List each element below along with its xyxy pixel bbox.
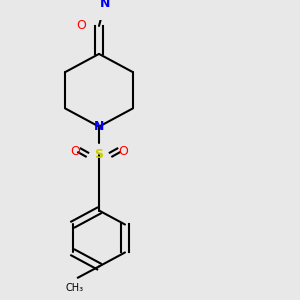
Text: N: N	[94, 120, 104, 133]
Text: O: O	[118, 145, 128, 158]
Text: O: O	[76, 20, 86, 32]
Text: O: O	[70, 145, 80, 158]
Text: N: N	[100, 0, 110, 10]
Text: CH₃: CH₃	[66, 283, 84, 293]
Text: S: S	[94, 148, 103, 161]
